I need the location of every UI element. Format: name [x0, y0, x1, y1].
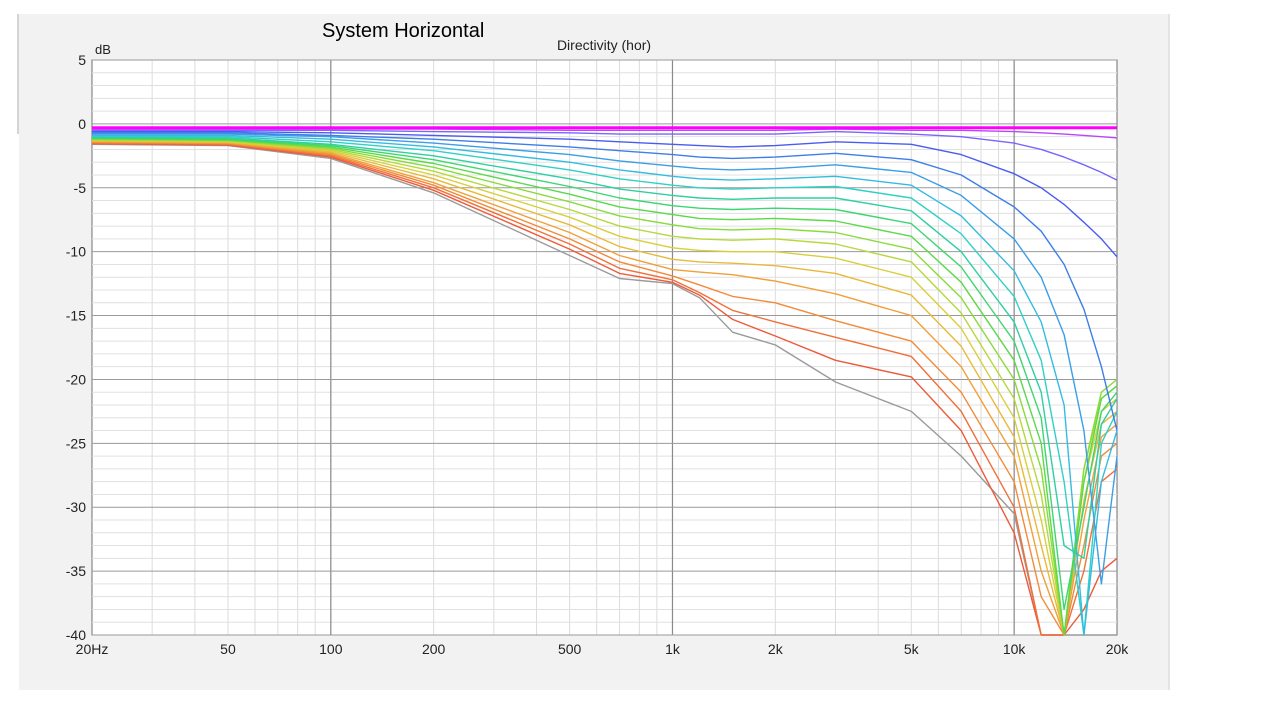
y-tick-label: -5 [74, 180, 87, 196]
plot-area [91, 59, 1118, 636]
series-line-9 [91, 137, 1118, 611]
y-tick-label: -35 [66, 563, 86, 579]
window-scroll-strip [17, 14, 19, 134]
x-tick-label: 2k [768, 641, 784, 657]
y-tick-label: 0 [78, 116, 86, 132]
major-gridlines [92, 59, 1117, 636]
slide-title: System Horizontal [322, 20, 485, 42]
y-tick-label: -40 [66, 627, 86, 643]
series-line-5 [92, 133, 1118, 585]
x-tick-label: 20Hz [76, 641, 109, 657]
x-tick-label: 1k [665, 641, 681, 657]
x-tick-label: 10k [1003, 641, 1027, 657]
minor-gridlines [92, 60, 1117, 635]
x-tick-label: 20k [1106, 641, 1130, 657]
y-tick-label: -15 [66, 308, 86, 324]
x-tick-label: 100 [319, 641, 343, 657]
series-layer [91, 126, 1118, 636]
y-tick-label: -30 [66, 499, 86, 515]
series-line-2 [92, 129, 1118, 181]
y-tick-label: 5 [78, 52, 86, 68]
y-tick-label: -20 [66, 371, 86, 387]
series-line-10 [91, 137, 1118, 636]
series-line-6 [92, 134, 1118, 636]
series-line-3 [92, 130, 1118, 258]
chart-title: Directivity (hor) [557, 37, 651, 53]
series-line-4 [92, 132, 1118, 431]
x-tick-label: 200 [422, 641, 446, 657]
x-tick-label: 5k [904, 641, 920, 657]
x-tick-label: 50 [220, 641, 236, 657]
y-tick-label: -25 [66, 435, 86, 451]
x-tick-label: 500 [558, 641, 582, 657]
y-tick-label: -10 [66, 244, 86, 260]
y-unit-label: dB [95, 42, 111, 57]
series-line-7 [92, 135, 1118, 636]
series-line-8 [91, 136, 1118, 559]
